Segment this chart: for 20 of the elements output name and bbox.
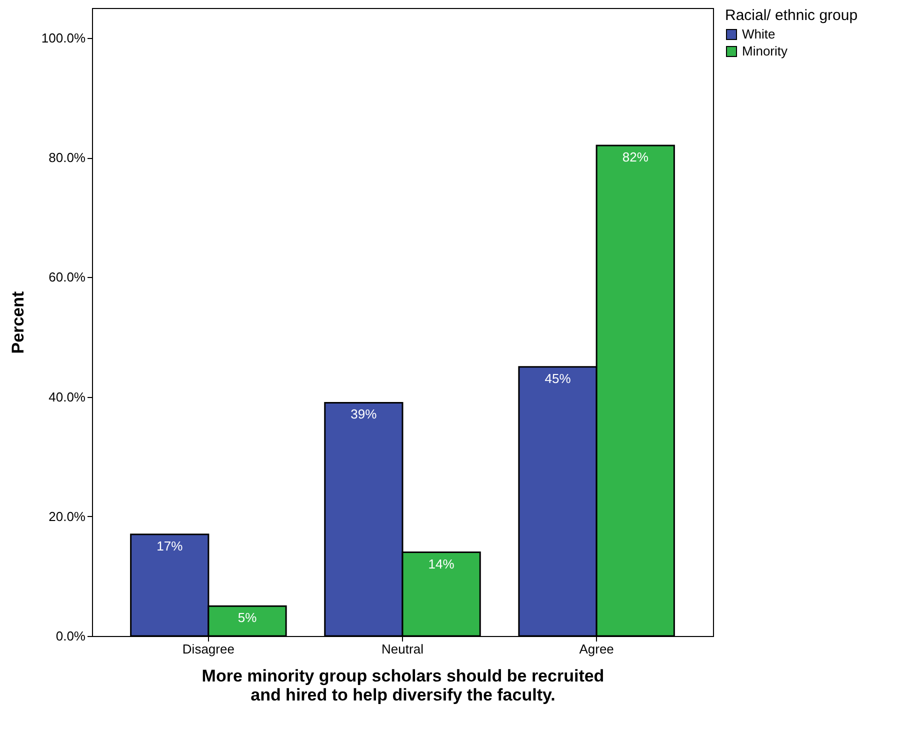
legend-label: Minority bbox=[742, 44, 788, 58]
legend-label: White bbox=[742, 26, 776, 42]
y-tick-label: 20.0% bbox=[48, 508, 86, 524]
data-label: 82% bbox=[622, 150, 649, 165]
data-label: 17% bbox=[156, 538, 184, 554]
legend-title: Racial/ ethnic group bbox=[725, 7, 858, 24]
data-label: 5% bbox=[238, 610, 258, 626]
x-axis-title: More minority group scholars should be recruited and hired to help diversify the faculty. bbox=[202, 666, 604, 704]
x-tick-label: Agree bbox=[579, 642, 614, 656]
data-label: 39% bbox=[350, 406, 378, 422]
data-label: 14% bbox=[428, 556, 455, 572]
y-axis-title: Percent bbox=[8, 290, 28, 354]
y-tick-label: 100.0% bbox=[41, 30, 86, 46]
x-tick-label: Disagree bbox=[182, 642, 234, 656]
y-tick-label: 60.0% bbox=[48, 270, 86, 285]
y-tick-label: 0.0% bbox=[56, 628, 86, 644]
x-tick-label: Neutral bbox=[382, 642, 424, 656]
data-label: 45% bbox=[544, 370, 572, 386]
y-tick-label: 80.0% bbox=[48, 150, 86, 166]
y-tick-label: 40.0% bbox=[48, 389, 86, 404]
